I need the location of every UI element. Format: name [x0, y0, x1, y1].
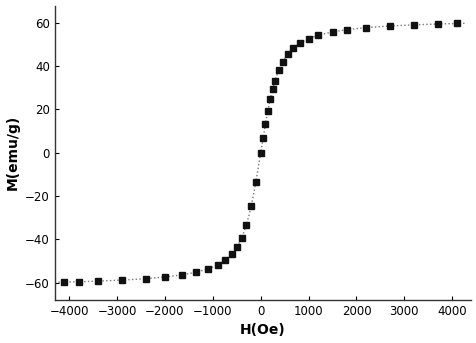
- Y-axis label: M(emu/g): M(emu/g): [6, 115, 20, 190]
- X-axis label: H(Oe): H(Oe): [240, 323, 285, 338]
